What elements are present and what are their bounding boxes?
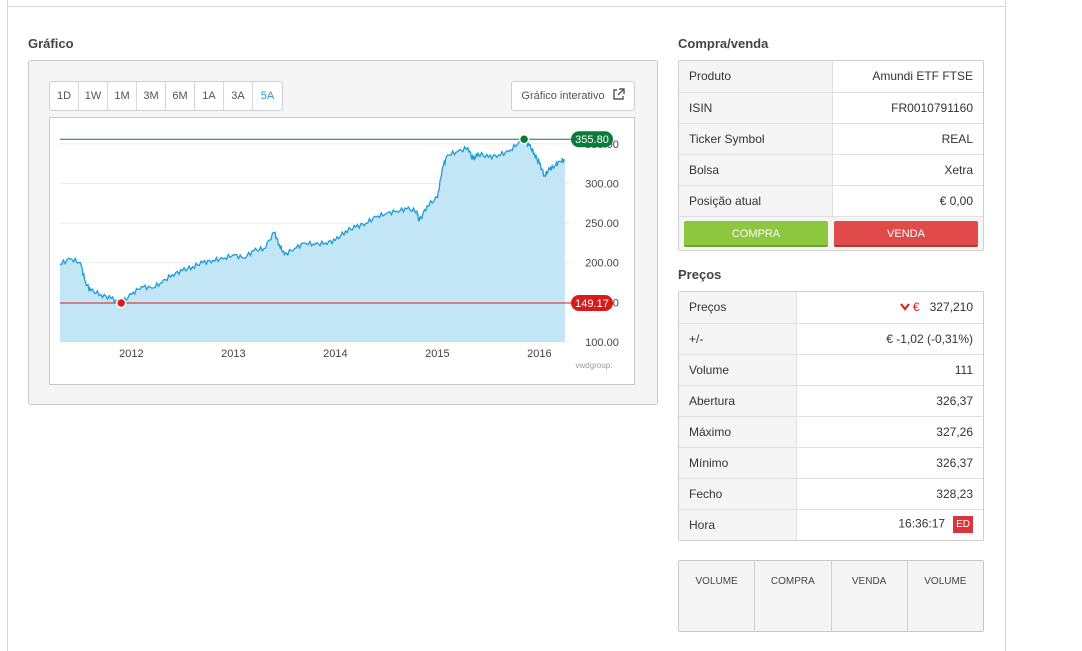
price-area [60, 138, 565, 342]
price-stat-value: 327,26 [796, 416, 983, 448]
time-label: Hora [679, 509, 797, 540]
trade-row-label: ISIN [679, 92, 833, 124]
buy-button[interactable]: COMPRA [684, 220, 828, 247]
reference-badge [571, 295, 613, 312]
page-frame-top [7, 0, 1006, 7]
range-button-1m[interactable]: 1M [108, 82, 137, 110]
trade-row-label: Posição atual [679, 185, 833, 217]
page-frame-left [7, 7, 8, 651]
trade-row: Bolsa Xetra [679, 154, 983, 186]
page-frame-right [1005, 7, 1006, 651]
price-stat-value: 326,37 [796, 385, 983, 417]
y-tick-label: 100.00 [585, 337, 619, 349]
reference-badge-label: 149.17 [575, 298, 609, 310]
sell-button[interactable]: VENDA [834, 220, 978, 247]
order-book: VOLUME COMPRA VENDA VOLUME [678, 560, 984, 632]
reference-marker [518, 133, 530, 145]
trade-row: Ticker Symbol REAL [679, 123, 983, 155]
buy-sell-bar: COMPRA VENDA [679, 216, 983, 250]
range-button-1a[interactable]: 1A [195, 82, 224, 110]
price-chart[interactable]: 100.00150.00200.00250.00300.00350.00355.… [49, 117, 635, 385]
reference-badge [571, 131, 613, 148]
change-label: +/- [679, 323, 797, 355]
order-book-column-venda: VENDA [832, 561, 908, 631]
y-tick-label: 250.00 [585, 218, 619, 230]
range-button-6m[interactable]: 6M [166, 82, 195, 110]
trade-row-value: Xetra [832, 154, 983, 186]
trade-row: ISIN FR0010791160 [679, 92, 983, 124]
price-stat-value: 328,23 [796, 478, 983, 510]
chevron-down-icon [899, 300, 913, 314]
order-book-column-compra: COMPRA [755, 561, 832, 631]
trade-row-value: Amundi ETF FTSE [832, 61, 983, 93]
trade-row: Produto Amundi ETF FTSE [679, 61, 983, 93]
x-tick-label: 2013 [221, 348, 245, 360]
x-tick-label: 2014 [323, 348, 347, 360]
range-button-5a[interactable]: 5A [260, 90, 275, 102]
x-tick-label: 2012 [119, 348, 143, 360]
order-book-column-volume: VOLUME [679, 561, 756, 631]
trade-row: Posição atual € 0,00 [679, 185, 983, 217]
chart-panel: 1D 1W 1M 3M 6M 1A 3A 5A Gráfico interativo 100.… [28, 60, 658, 405]
range-button-3a[interactable]: 3A [224, 82, 253, 110]
interactive-chart-button[interactable]: Gráfico interativo [511, 81, 635, 111]
x-tick-label: 2016 [527, 348, 551, 360]
reference-marker [115, 297, 127, 309]
price-stat-row: Mínimo 326,37 [679, 447, 983, 479]
price-stat-row: Máximo 327,26 [679, 416, 983, 448]
prices-section-title: Preços [678, 267, 722, 282]
range-button-3m[interactable]: 3M [137, 82, 166, 110]
chart-section-title: Gráfico [28, 36, 74, 51]
time-value: 16:36:17 [898, 516, 946, 531]
price-stat-row: Abertura 326,37 [679, 385, 983, 417]
trade-row-label: Ticker Symbol [679, 123, 833, 155]
price-stat-label: Abertura [679, 385, 797, 417]
price-value-cell: € 327,210 [796, 292, 983, 324]
x-tick-label: 2015 [425, 348, 449, 360]
price-stat-label: Fecho [679, 478, 797, 510]
y-tick-label: 200.00 [585, 258, 619, 270]
price-currency: € [912, 300, 920, 315]
reference-badge-label: 355.80 [575, 134, 609, 146]
order-book-column-volume: VOLUME [924, 576, 967, 587]
external-link-icon [612, 88, 625, 104]
time-row: Hora 16:36:17 ED [679, 509, 983, 540]
trade-row-label: Produto [679, 61, 833, 93]
trade-table: Produto Amundi ETF FTSE ISIN FR0010791160 Ti… [678, 60, 984, 251]
price-stat-label: Máximo [679, 416, 797, 448]
price-stat-value: 326,37 [796, 447, 983, 479]
trade-row-value: FR0010791160 [832, 92, 983, 124]
range-button-1w[interactable]: 1W [79, 82, 108, 110]
trade-section-title: Compra/venda [678, 36, 769, 51]
price-stat-label: Volume [679, 354, 797, 386]
trade-row-label: Bolsa [679, 154, 833, 186]
change-value: € -1,02 (-0,31%) [796, 323, 983, 355]
price-chart-svg: 100.00150.00200.00250.00300.00350.00355.… [59, 131, 619, 370]
trade-row-value: REAL [832, 123, 983, 155]
time-value-cell: 16:36:17 ED [796, 509, 983, 540]
price-stat-label: Mínimo [679, 447, 797, 479]
price-value: 327,210 [929, 300, 973, 315]
interactive-chart-label: Gráfico interativo [521, 90, 605, 102]
y-tick-label: 300.00 [585, 178, 619, 190]
prices-table: Preços € 327,210 +/- € -1,02 (-0,31%) Vo… [678, 291, 984, 541]
change-row: +/- € -1,02 (-0,31%) [679, 323, 983, 355]
vwdgroup-watermark: vwdgroup: [576, 361, 613, 370]
price-stat-row: Fecho 328,23 [679, 478, 983, 510]
price-stat-value: 111 [796, 354, 983, 386]
price-label: Preços [679, 292, 797, 324]
range-button-1d[interactable]: 1D [50, 82, 79, 110]
price-row: Preços € 327,210 [679, 292, 983, 324]
trade-row-value: € 0,00 [832, 185, 983, 217]
price-stat-row: Volume 111 [679, 354, 983, 386]
exchange-delay-badge: ED [953, 516, 973, 534]
range-selector: 1D 1W 1M 3M 6M 1A 3A 5A [49, 81, 283, 111]
price-line [59, 136, 565, 306]
